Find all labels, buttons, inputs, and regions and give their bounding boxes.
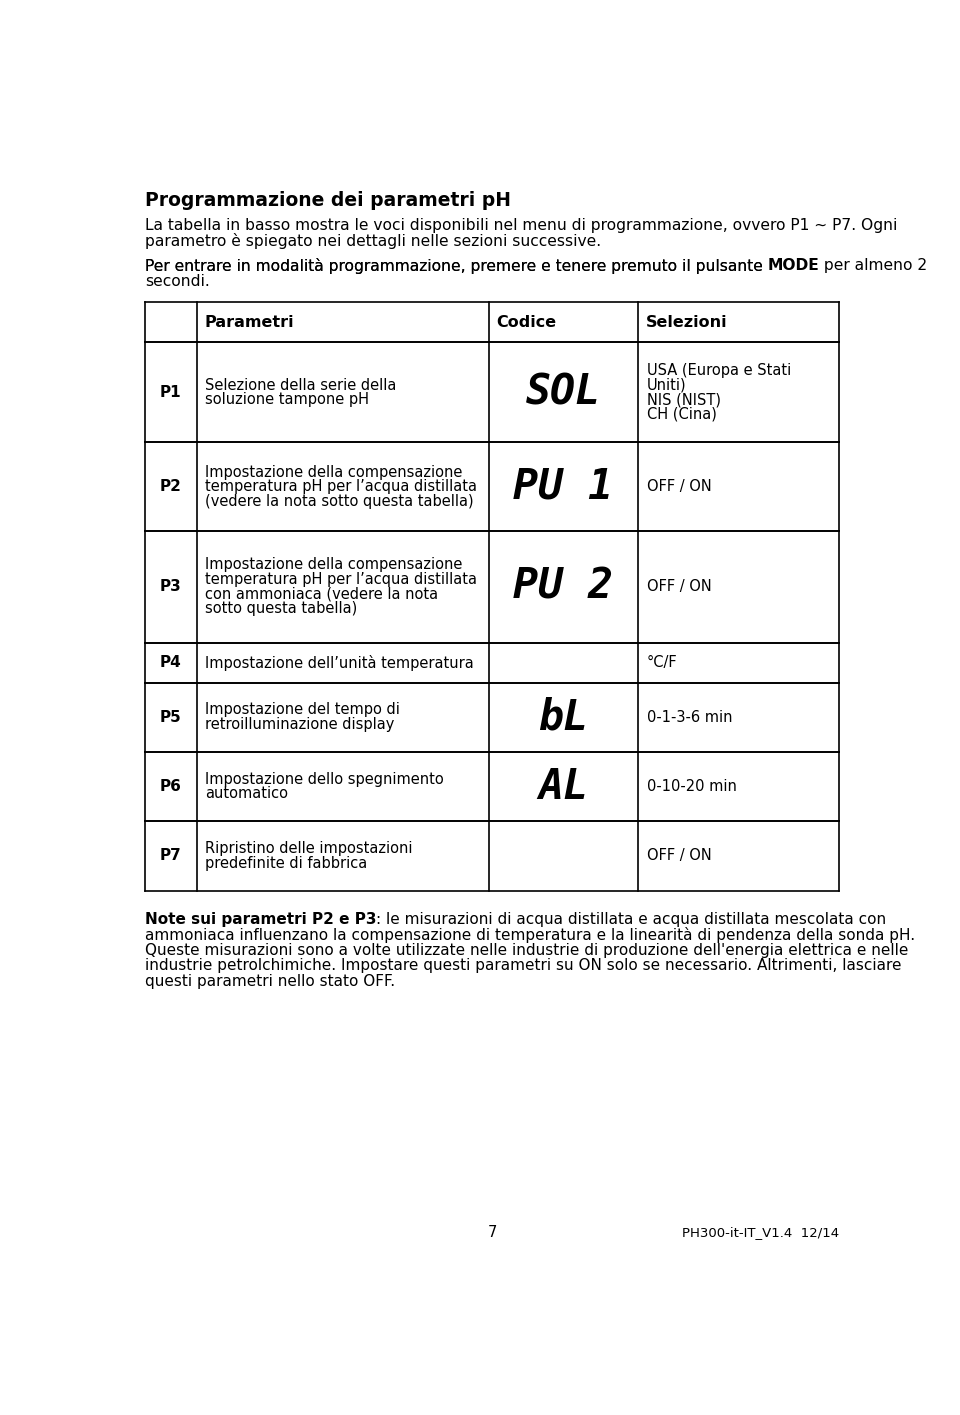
Text: temperatura pH per l’acqua distillata: temperatura pH per l’acqua distillata [204, 572, 476, 587]
Text: automatico: automatico [204, 787, 288, 801]
Text: OFF / ON: OFF / ON [647, 849, 712, 863]
Text: Selezione della serie della: Selezione della serie della [204, 378, 396, 392]
Text: sotto questa tabella): sotto questa tabella) [204, 601, 357, 616]
Text: P6: P6 [160, 780, 181, 794]
Text: secondi.: secondi. [145, 273, 209, 289]
Text: La tabella in basso mostra le voci disponibili nel menu di programmazione, ovver: La tabella in basso mostra le voci dispo… [145, 218, 898, 232]
Text: USA (Europa e Stati: USA (Europa e Stati [647, 362, 791, 378]
Text: retroilluminazione display: retroilluminazione display [204, 717, 394, 732]
Text: industrie petrolchimiche. Impostare questi parametri su ON solo se necessario. A: industrie petrolchimiche. Impostare ques… [145, 958, 901, 974]
Text: Selezioni: Selezioni [645, 314, 727, 330]
Text: PH300-it-IT_V1.4  12/14: PH300-it-IT_V1.4 12/14 [682, 1225, 839, 1240]
Text: temperatura pH per l’acqua distillata: temperatura pH per l’acqua distillata [204, 480, 476, 494]
Text: P2: P2 [160, 480, 181, 494]
Text: PU 1: PU 1 [514, 466, 613, 508]
Text: 0-10-20 min: 0-10-20 min [647, 780, 737, 794]
Text: Programmazione dei parametri pH: Programmazione dei parametri pH [145, 191, 511, 211]
Text: Codice: Codice [496, 314, 557, 330]
Text: P3: P3 [160, 579, 181, 594]
Text: con ammoniaca (vedere la nota: con ammoniaca (vedere la nota [204, 587, 438, 601]
Text: parametro è spiegato nei dettagli nelle sezioni successive.: parametro è spiegato nei dettagli nelle … [145, 233, 601, 249]
Text: (vedere la nota sotto questa tabella): (vedere la nota sotto questa tabella) [204, 494, 473, 509]
Text: 7: 7 [488, 1225, 496, 1240]
Text: 0-1-3-6 min: 0-1-3-6 min [647, 710, 732, 724]
Text: Impostazione del tempo di: Impostazione del tempo di [204, 702, 399, 717]
Text: NIS (NIST): NIS (NIST) [647, 392, 721, 408]
Text: per almeno 2: per almeno 2 [819, 259, 927, 273]
Text: OFF / ON: OFF / ON [647, 480, 712, 494]
Text: MODE: MODE [768, 259, 819, 273]
Text: bL: bL [539, 696, 588, 739]
Text: P1: P1 [160, 385, 181, 400]
Text: predefinite di fabbrica: predefinite di fabbrica [204, 856, 367, 870]
Text: OFF / ON: OFF / ON [647, 579, 712, 594]
Text: Note sui parametri P2 e P3: Note sui parametri P2 e P3 [145, 913, 376, 927]
Text: Ripristino delle impostazioni: Ripristino delle impostazioni [204, 841, 412, 856]
Text: CH (Cina): CH (Cina) [647, 406, 717, 422]
Text: Impostazione dello spegnimento: Impostazione dello spegnimento [204, 771, 444, 787]
Text: SOL: SOL [526, 371, 601, 413]
Text: Impostazione dell’unità temperatura: Impostazione dell’unità temperatura [204, 655, 473, 671]
Text: P7: P7 [160, 849, 181, 863]
Text: Queste misurazioni sono a volte utilizzate nelle industrie di produzione dell'en: Queste misurazioni sono a volte utilizza… [145, 942, 908, 958]
Text: Uniti): Uniti) [647, 378, 686, 392]
Text: P4: P4 [160, 655, 181, 671]
Text: Impostazione della compensazione: Impostazione della compensazione [204, 558, 462, 572]
Text: °C/F: °C/F [647, 655, 678, 671]
Text: soluzione tampone pH: soluzione tampone pH [204, 392, 369, 408]
Text: PU 2: PU 2 [514, 566, 613, 608]
Text: Impostazione della compensazione: Impostazione della compensazione [204, 464, 462, 480]
Text: Per entrare in modalità programmazione, premere e tenere premuto il pulsante: Per entrare in modalità programmazione, … [145, 259, 768, 275]
Text: : le misurazioni di acqua distillata e acqua distillata mescolata con: : le misurazioni di acqua distillata e a… [376, 913, 886, 927]
Text: ammoniaca influenzano la compensazione di temperatura e la linearità di pendenza: ammoniaca influenzano la compensazione d… [145, 927, 915, 944]
Text: AL: AL [539, 766, 588, 808]
Text: Parametri: Parametri [204, 314, 295, 330]
Text: questi parametri nello stato OFF.: questi parametri nello stato OFF. [145, 974, 395, 989]
Text: P5: P5 [160, 710, 181, 724]
Text: Per entrare in modalità programmazione, premere e tenere premuto il pulsante: Per entrare in modalità programmazione, … [145, 259, 768, 275]
